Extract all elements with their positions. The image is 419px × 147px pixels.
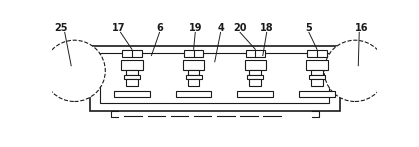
Bar [124, 75, 140, 78]
Bar [126, 70, 138, 75]
Text: 18: 18 [260, 23, 274, 33]
Bar [249, 79, 261, 86]
Bar [306, 60, 328, 70]
Bar [121, 60, 142, 70]
Bar [311, 70, 323, 75]
Bar [188, 70, 199, 75]
Bar [176, 91, 212, 97]
Text: 20: 20 [233, 23, 247, 33]
Bar [122, 50, 142, 57]
Bar [246, 50, 265, 57]
Bar [114, 91, 150, 97]
Bar [249, 70, 261, 75]
Bar [188, 79, 199, 86]
Text: 5: 5 [305, 23, 312, 33]
Ellipse shape [44, 40, 105, 101]
Bar [311, 79, 323, 86]
Text: 4: 4 [217, 23, 224, 33]
Text: 6: 6 [156, 23, 163, 33]
Bar [186, 75, 202, 78]
Text: 25: 25 [55, 23, 68, 33]
Bar [59, 56, 90, 86]
Bar [245, 60, 266, 70]
Bar [101, 53, 329, 103]
Bar [247, 75, 264, 78]
Text: 17: 17 [112, 23, 126, 33]
Ellipse shape [324, 40, 386, 101]
Bar [339, 56, 371, 86]
Bar [183, 60, 204, 70]
Bar [238, 91, 273, 97]
Bar [299, 91, 335, 97]
Text: 19: 19 [189, 23, 202, 33]
Text: 16: 16 [355, 23, 368, 33]
Bar [126, 79, 138, 86]
Bar [307, 50, 327, 57]
Bar [90, 46, 340, 111]
Bar [184, 50, 203, 57]
Bar [309, 75, 325, 78]
